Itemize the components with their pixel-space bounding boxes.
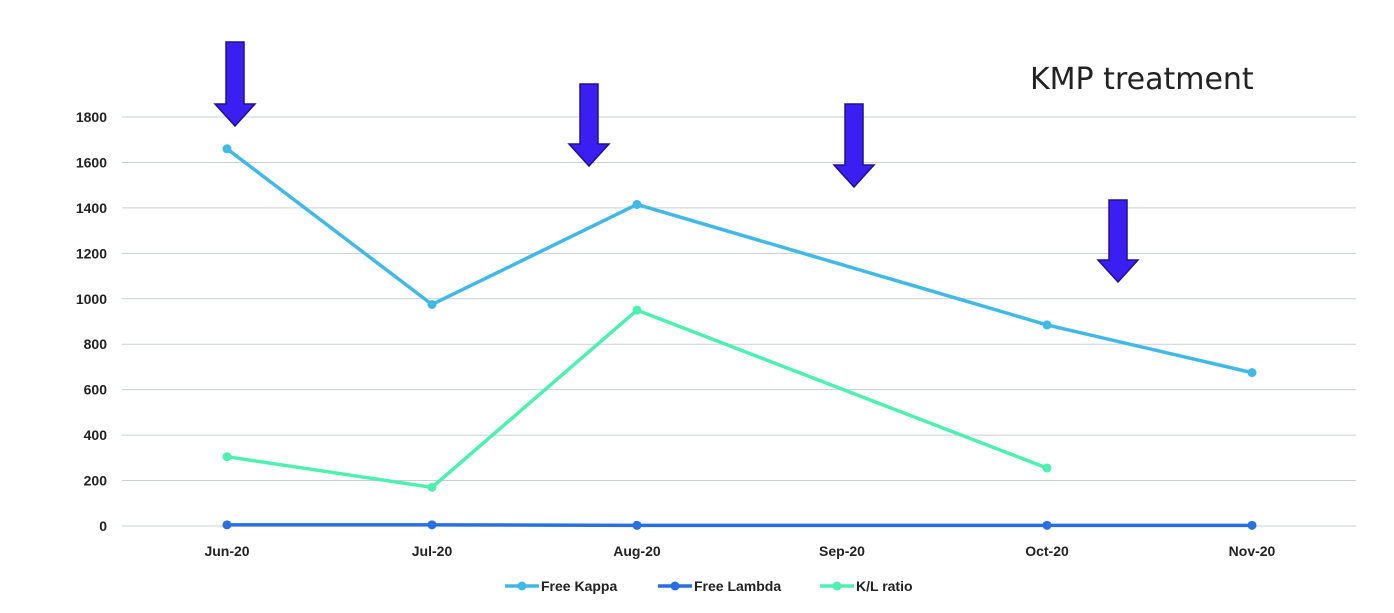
data-point: [632, 520, 642, 530]
x-tick-label: Sep-20: [819, 543, 865, 559]
x-tick-label: Jun-20: [204, 543, 249, 559]
y-tick-label: 1400: [76, 200, 107, 216]
data-point: [1042, 520, 1052, 530]
x-tick-label: Oct-20: [1025, 543, 1069, 559]
x-tick-label: Aug-20: [613, 543, 661, 559]
data-point: [222, 520, 232, 530]
x-tick-label: Nov-20: [1229, 543, 1276, 559]
y-tick-label: 800: [84, 336, 108, 352]
down-arrow-icon: [832, 103, 876, 189]
down-arrow-icon: [567, 83, 611, 168]
y-tick-label: 0: [99, 518, 107, 534]
legend-swatch-marker: [670, 581, 680, 591]
legend-label: Free Lambda: [694, 578, 781, 594]
data-point: [632, 199, 642, 209]
data-point: [222, 452, 232, 462]
y-tick-label: 200: [84, 473, 108, 489]
y-tick-label: 1200: [76, 245, 107, 261]
data-point: [1247, 368, 1257, 378]
data-point: [632, 305, 642, 315]
data-point: [1042, 320, 1052, 330]
x-tick-label: Jul-20: [412, 543, 453, 559]
data-point: [222, 144, 232, 154]
legend-label: K/L ratio: [856, 578, 913, 594]
data-point: [427, 299, 437, 309]
y-tick-label: 1800: [76, 109, 107, 125]
down-arrow-icon: [213, 41, 257, 128]
down-arrow-icon: [1096, 199, 1140, 284]
chart-annotation-title: KMP treatment: [1030, 62, 1254, 97]
data-point: [1247, 520, 1257, 530]
legend-swatch-marker: [832, 581, 842, 591]
y-tick-label: 400: [84, 427, 108, 443]
y-tick-label: 600: [84, 382, 108, 398]
series-line-2: [226, 308, 1048, 490]
y-tick-label: 1000: [76, 291, 107, 307]
data-point: [427, 482, 437, 492]
legend-swatch-marker: [517, 581, 527, 591]
data-point: [1042, 463, 1052, 473]
legend-label: Free Kappa: [541, 578, 617, 594]
data-point: [427, 520, 437, 530]
y-tick-label: 1600: [76, 154, 107, 170]
